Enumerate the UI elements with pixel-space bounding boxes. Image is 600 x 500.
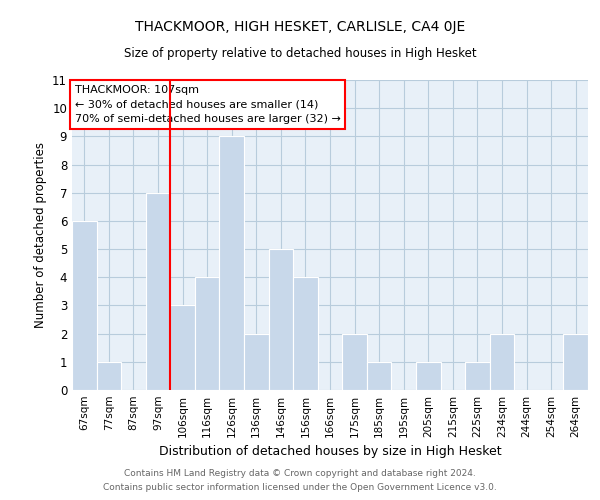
Bar bbox=[72, 221, 97, 390]
Y-axis label: Number of detached properties: Number of detached properties bbox=[34, 142, 47, 328]
Text: Contains public sector information licensed under the Open Government Licence v3: Contains public sector information licen… bbox=[103, 484, 497, 492]
Text: THACKMOOR, HIGH HESKET, CARLISLE, CA4 0JE: THACKMOOR, HIGH HESKET, CARLISLE, CA4 0J… bbox=[135, 20, 465, 34]
Bar bbox=[97, 362, 121, 390]
Bar bbox=[269, 249, 293, 390]
Bar bbox=[416, 362, 440, 390]
Text: THACKMOOR: 107sqm
← 30% of detached houses are smaller (14)
70% of semi-detached: THACKMOOR: 107sqm ← 30% of detached hous… bbox=[74, 84, 340, 124]
Bar bbox=[195, 278, 220, 390]
X-axis label: Distribution of detached houses by size in High Hesket: Distribution of detached houses by size … bbox=[158, 446, 502, 458]
Bar bbox=[367, 362, 391, 390]
Bar bbox=[146, 192, 170, 390]
Text: Contains HM Land Registry data © Crown copyright and database right 2024.: Contains HM Land Registry data © Crown c… bbox=[124, 468, 476, 477]
Bar bbox=[465, 362, 490, 390]
Bar bbox=[220, 136, 244, 390]
Text: Size of property relative to detached houses in High Hesket: Size of property relative to detached ho… bbox=[124, 48, 476, 60]
Bar bbox=[563, 334, 588, 390]
Bar bbox=[293, 278, 318, 390]
Bar bbox=[244, 334, 269, 390]
Bar bbox=[170, 306, 195, 390]
Bar bbox=[490, 334, 514, 390]
Bar bbox=[342, 334, 367, 390]
